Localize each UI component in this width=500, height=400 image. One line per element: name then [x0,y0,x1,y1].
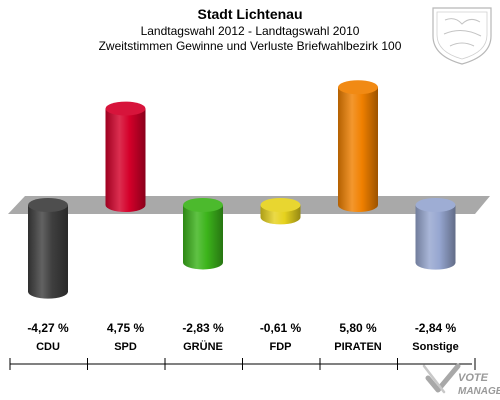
value-label-sonstige: -2,84 % [415,321,457,335]
category-labels-group: CDU SPD GRÜNE FDP PIRATEN Sonstige [36,340,459,353]
category-axis [9,358,476,370]
value-label-fdp: -0,61 % [260,321,302,335]
bar-spd [105,101,146,212]
category-label-piraten: PIRATEN [334,341,382,353]
watermark-line-2: MANAGER [458,386,500,397]
category-label-cdu: CDU [36,341,60,353]
bar-sonstige [415,198,456,270]
value-label-piraten: 5,80 % [339,321,377,335]
category-label-fdp: FDP [270,341,292,353]
chart-subtitle-elections: Landtagswahl 2012 - Landtagswahl 2010 [141,24,360,38]
value-label-cdu: -4,27 % [27,321,69,335]
value-label-grüne: -2,83 % [182,321,224,335]
category-label-sonstige: Sonstige [412,341,458,353]
bars-group [28,80,456,299]
bar-piraten [338,80,378,212]
value-label-spd: 4,75 % [107,321,145,335]
category-label-spd: SPD [114,341,137,353]
category-label-grüne: GRÜNE [183,340,223,353]
checkmark-icon [422,363,461,394]
bar-cdu [28,198,68,299]
vote-manager-logo: VOTE MANAGER [422,363,500,397]
chart-title: Stadt Lichtenau [197,6,302,22]
bar-fdp [260,198,301,225]
coat-of-arms-icon [432,7,492,65]
chart-subtitle-description: Zweitstimmen Gewinne und Verluste Briefw… [99,39,402,53]
bar-grüne [183,198,223,270]
value-labels-group: -4,27 % 4,75 % -2,83 % -0,61 % 5,80 % -2,84 % [27,321,456,335]
watermark-line-1: VOTE [458,372,489,384]
